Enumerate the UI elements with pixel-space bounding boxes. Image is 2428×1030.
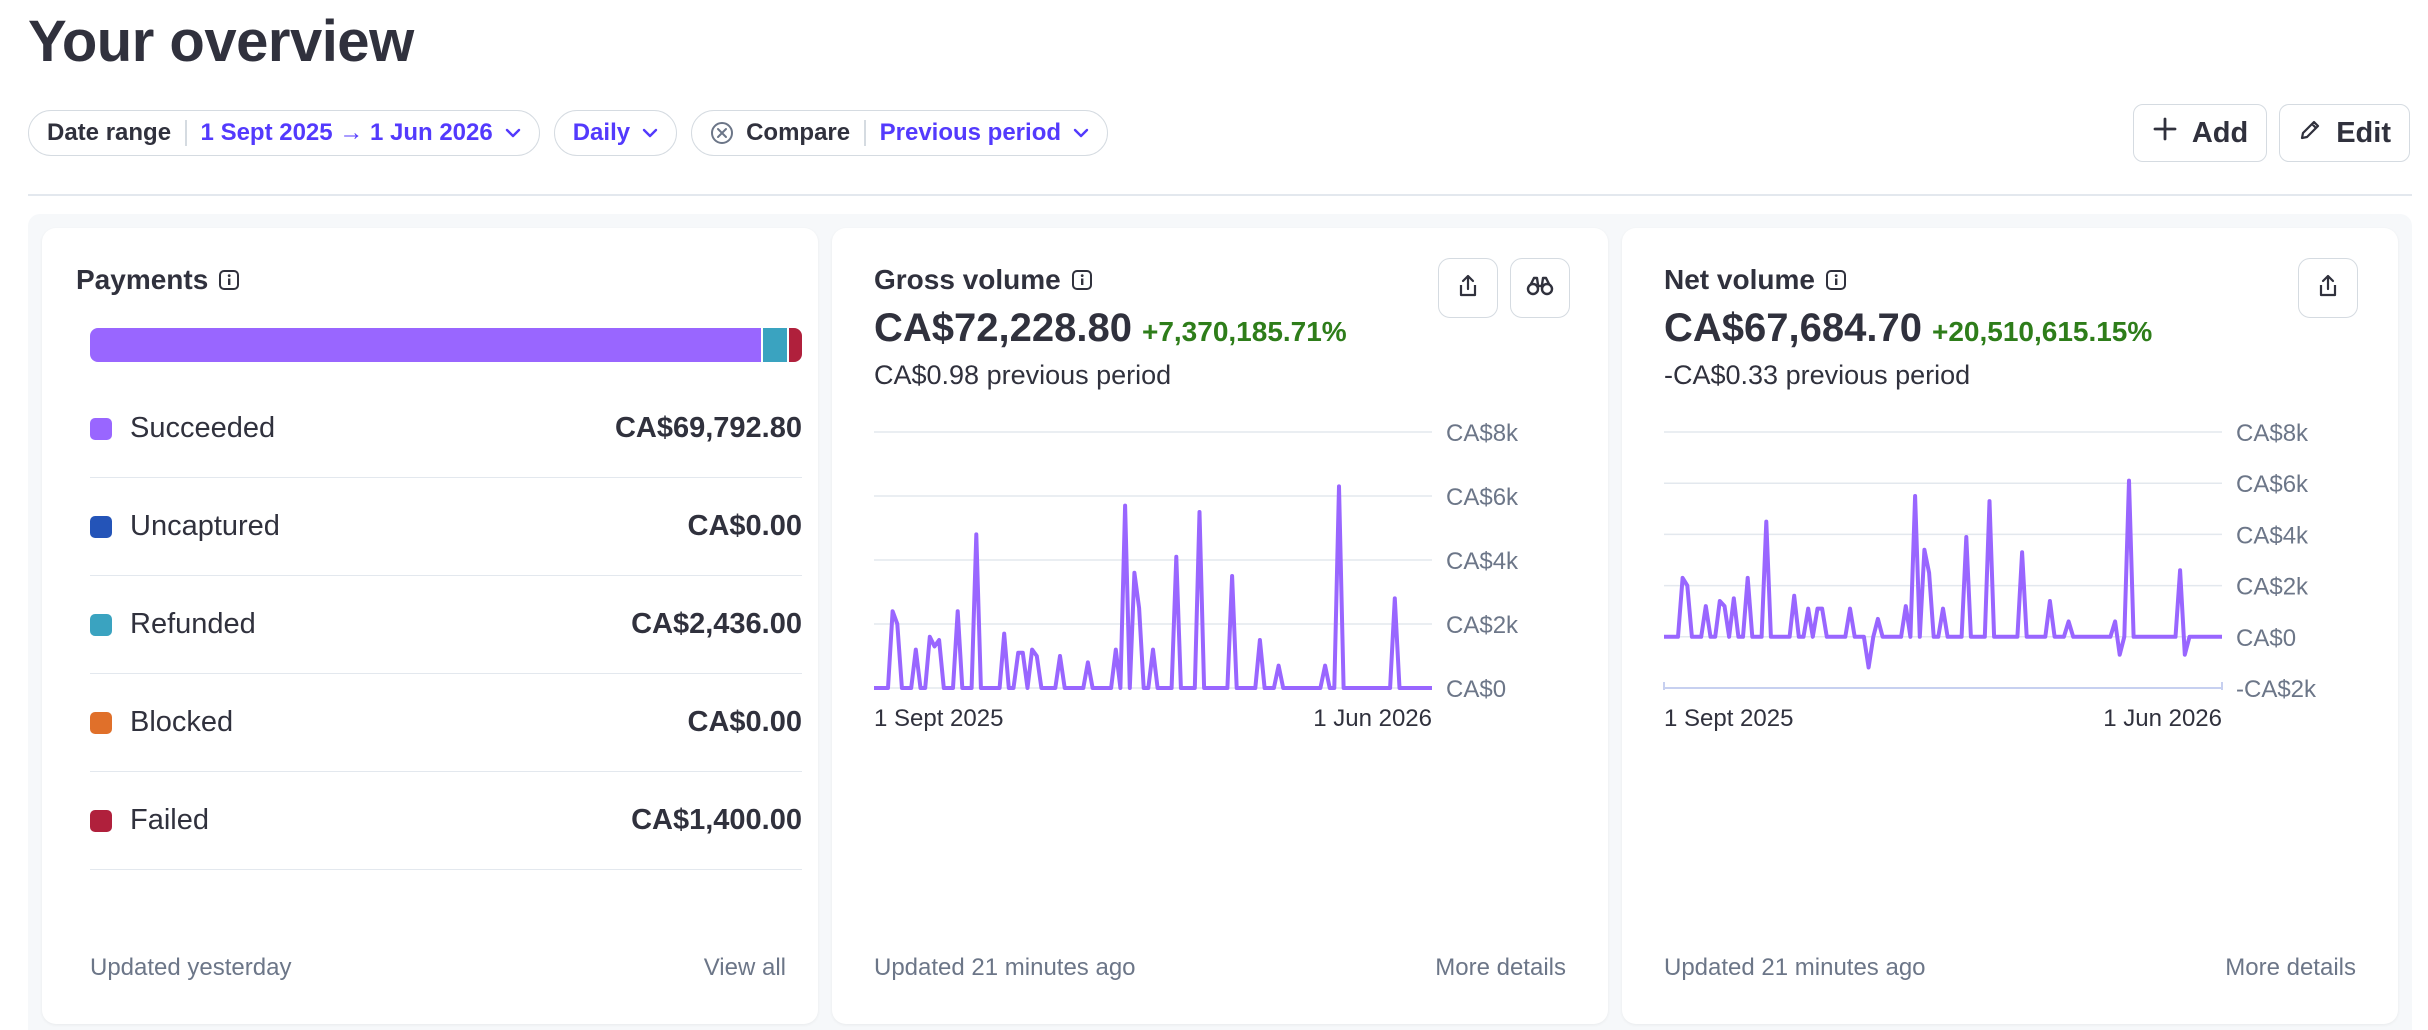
pill-divider bbox=[185, 120, 187, 146]
add-label: Add bbox=[2191, 116, 2249, 149]
date-range-filter[interactable]: Date range 1 Sept 2025 → 1 Jun 2026 bbox=[28, 110, 540, 156]
interval-filter[interactable]: Daily bbox=[553, 110, 678, 156]
payment-status-name: Blocked bbox=[130, 706, 234, 738]
y-tick-label: CA$8k bbox=[1446, 420, 1519, 447]
payments-title: Payments bbox=[76, 264, 209, 295]
filter-bar: Date range 1 Sept 2025 → 1 Jun 2026 Dail… bbox=[28, 110, 1109, 158]
series-line bbox=[1664, 478, 2222, 670]
info-icon[interactable] bbox=[1825, 269, 1847, 291]
payment-status-name: Failed bbox=[130, 804, 209, 836]
gross-volume-card: Gross volume CA$72,228.80 +7,370,185.71% … bbox=[832, 228, 1608, 1024]
net-more-details-link[interactable]: More details bbox=[2225, 954, 2356, 981]
y-tick-label: CA$4k bbox=[1446, 548, 1519, 575]
y-tick-label: CA$6k bbox=[2236, 471, 2309, 498]
explore-button[interactable] bbox=[1510, 258, 1570, 318]
net-updated: Updated 21 minutes ago bbox=[1664, 954, 1926, 981]
export-button[interactable] bbox=[2298, 258, 2358, 318]
gross-amount: CA$72,228.80 bbox=[874, 306, 1132, 350]
payment-status-name: Uncaptured bbox=[130, 510, 280, 542]
gross-title: Gross volume bbox=[874, 264, 1061, 295]
y-tick-label: CA$6k bbox=[1446, 484, 1519, 511]
payments-updated: Updated yesterday bbox=[90, 954, 292, 981]
info-icon[interactable] bbox=[1071, 269, 1093, 291]
payments-status-bar bbox=[90, 328, 802, 362]
x-tick-label: 1 Sept 2025 bbox=[874, 705, 1003, 732]
y-tick-label: CA$2k bbox=[1446, 612, 1519, 639]
y-tick-label: CA$4k bbox=[2236, 522, 2309, 549]
status-color-swatch bbox=[90, 613, 112, 636]
compare-filter[interactable]: Compare Previous period bbox=[691, 110, 1109, 156]
chevron-down-icon bbox=[1073, 128, 1089, 138]
payment-status-name: Succeeded bbox=[130, 412, 276, 444]
interval-value: Daily bbox=[572, 119, 631, 146]
net-title: Net volume bbox=[1664, 264, 1815, 295]
series-line bbox=[874, 484, 1432, 690]
payments-title-row: Payments bbox=[76, 264, 240, 296]
net-volume-chart[interactable]: -CA$2k CA$0 CA$2k CA$4k CA$6k CA$8k 1 Sept 202… bbox=[1622, 408, 2398, 748]
gross-delta: +7,370,185.71% bbox=[1141, 316, 1347, 347]
header-divider bbox=[28, 194, 2412, 196]
status-color-swatch bbox=[90, 809, 112, 832]
compare-label: Compare bbox=[746, 119, 851, 146]
y-tick-label: -CA$2k bbox=[2236, 676, 2317, 703]
gross-amount-row: CA$72,228.80 +7,370,185.71% bbox=[874, 306, 1347, 351]
payment-status-amount: CA$2,436.00 bbox=[631, 608, 802, 640]
compare-value: Previous period bbox=[879, 119, 1062, 146]
share-icon bbox=[2316, 273, 2340, 304]
payments-card: Payments Succeeded CA$69,792.80 Uncaptured… bbox=[42, 228, 818, 1024]
net-previous: -CA$0.33 previous period bbox=[1664, 360, 1971, 390]
share-icon bbox=[1456, 273, 1480, 304]
page-title: Your overview bbox=[28, 9, 414, 74]
y-tick-label: CA$2k bbox=[2236, 574, 2309, 601]
pill-divider bbox=[864, 120, 866, 146]
net-volume-card: Net volume CA$67,684.70 +20,510,615.15% -… bbox=[1622, 228, 2398, 1024]
binoculars-icon bbox=[1526, 275, 1554, 302]
payment-status-name: Refunded bbox=[130, 608, 256, 640]
chevron-down-icon bbox=[505, 128, 521, 138]
y-tick-label: CA$0 bbox=[2236, 625, 2296, 652]
plus-icon bbox=[2152, 116, 2178, 150]
status-bar-segment bbox=[786, 328, 802, 362]
gross-volume-chart[interactable]: CA$0 CA$2k CA$4k CA$6k CA$8k 1 Sept 2025 1 Jun… bbox=[832, 408, 1608, 748]
status-color-swatch bbox=[90, 417, 112, 440]
pencil-icon bbox=[2298, 117, 2322, 150]
payment-row-failed[interactable]: Failed CA$1,400.00 bbox=[90, 772, 802, 870]
gross-more-details-link[interactable]: More details bbox=[1435, 954, 1566, 981]
y-tick-label: CA$0 bbox=[1446, 676, 1506, 703]
date-range-label: Date range bbox=[47, 119, 172, 146]
payment-status-amount: CA$0.00 bbox=[687, 706, 802, 738]
status-bar-segment bbox=[761, 328, 787, 362]
payment-row-uncaptured[interactable]: Uncaptured CA$0.00 bbox=[90, 478, 802, 576]
payment-status-amount: CA$0.00 bbox=[687, 510, 802, 542]
view-all-link[interactable]: View all bbox=[703, 954, 786, 981]
export-button[interactable] bbox=[1438, 258, 1498, 318]
add-button[interactable]: Add bbox=[2132, 104, 2268, 162]
payment-status-amount: CA$69,792.80 bbox=[614, 412, 802, 444]
payment-status-amount: CA$1,400.00 bbox=[631, 804, 802, 836]
edit-label: Edit bbox=[2336, 116, 2391, 149]
status-bar-segment bbox=[90, 328, 762, 362]
net-amount-row: CA$67,684.70 +20,510,615.15% bbox=[1664, 306, 2152, 351]
payment-row-refunded[interactable]: Refunded CA$2,436.00 bbox=[90, 576, 802, 674]
y-tick-label: CA$8k bbox=[2236, 420, 2309, 447]
x-tick-label: 1 Sept 2025 bbox=[1664, 705, 1793, 732]
net-title-row: Net volume bbox=[1664, 264, 1847, 296]
x-tick-label: 1 Jun 2026 bbox=[2103, 705, 2222, 732]
date-range-value: 1 Sept 2025 → 1 Jun 2026 bbox=[200, 119, 493, 146]
gross-previous: CA$0.98 previous period bbox=[874, 360, 1172, 390]
gross-updated: Updated 21 minutes ago bbox=[874, 954, 1136, 981]
x-tick-label: 1 Jun 2026 bbox=[1313, 705, 1432, 732]
status-color-swatch bbox=[90, 515, 112, 538]
edit-button[interactable]: Edit bbox=[2279, 104, 2410, 162]
gross-title-row: Gross volume bbox=[874, 264, 1093, 296]
info-icon[interactable] bbox=[218, 269, 240, 291]
net-delta: +20,510,615.15% bbox=[1931, 316, 2153, 347]
payment-row-blocked[interactable]: Blocked CA$0.00 bbox=[90, 674, 802, 772]
net-amount: CA$67,684.70 bbox=[1664, 306, 1922, 350]
header-actions: Add Edit bbox=[2132, 104, 2410, 162]
payment-row-succeeded[interactable]: Succeeded CA$69,792.80 bbox=[90, 380, 802, 478]
clear-circle-icon[interactable] bbox=[710, 121, 734, 145]
status-color-swatch bbox=[90, 711, 112, 734]
chevron-down-icon bbox=[642, 128, 658, 138]
